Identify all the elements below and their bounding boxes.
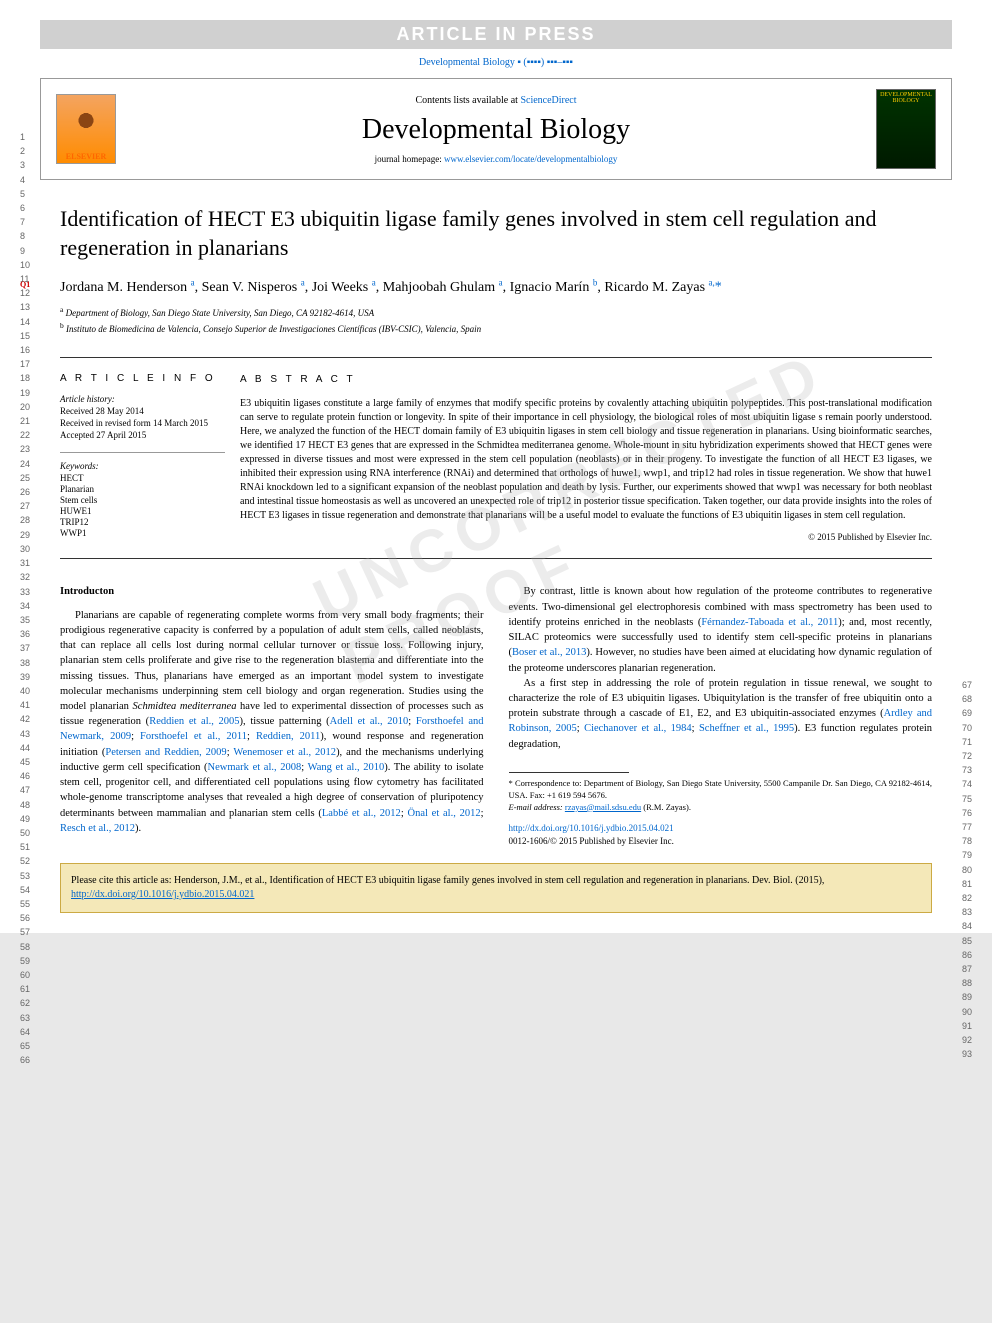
- journal-title: Developmental Biology: [116, 114, 876, 146]
- abstract-text: E3 ubiquitin ligases constitute a large …: [240, 397, 932, 523]
- affiliations: a Department of Biology, San Diego State…: [60, 304, 932, 337]
- footnotes: * Correspondence to: Department of Biolo…: [509, 778, 933, 814]
- body-text-columns: Introducton Planarians are capable of re…: [60, 584, 932, 847]
- keywords-list: HECTPlanarianStem cellsHUWE1TRIP12WWP1: [60, 473, 225, 538]
- header-center: Contents lists available at ScienceDirec…: [116, 95, 876, 164]
- body-paragraph-3: As a first step in addressing the role o…: [509, 676, 933, 752]
- abstract-block: A B S T R A C T E3 ubiquitin ligases con…: [240, 373, 932, 544]
- citation-doi-link[interactable]: http://dx.doi.org/10.1016/j.ydbio.2015.0…: [71, 889, 254, 900]
- citation-text: Please cite this article as: Henderson, …: [71, 875, 824, 886]
- elsevier-logo: ELSEVIER: [56, 94, 116, 164]
- doi-line: http://dx.doi.org/10.1016/j.ydbio.2015.0…: [509, 822, 933, 835]
- footnote-divider: [509, 772, 629, 773]
- page-container: ARTICLE IN PRESS Developmental Biology ▪…: [0, 0, 992, 933]
- homepage-link[interactable]: www.elsevier.com/locate/developmentalbio…: [444, 154, 617, 164]
- elsevier-label: ELSEVIER: [66, 152, 106, 161]
- authors-list: Jordana M. Henderson a, Sean V. Nisperos…: [60, 277, 932, 296]
- citation-box: Please cite this article as: Henderson, …: [60, 863, 932, 913]
- email-line: E-mail address: rzayas@mail.sdsu.edu (R.…: [509, 802, 933, 814]
- accepted-date: Accepted 27 April 2015: [60, 430, 225, 440]
- article-info-sidebar: A R T I C L E I N F O Article history: R…: [60, 373, 240, 544]
- corresponding-email-link[interactable]: rzayas@mail.sdsu.edu: [565, 802, 641, 812]
- journal-reference: Developmental Biology ▪ (▪▪▪▪) ▪▪▪–▪▪▪: [40, 57, 952, 68]
- received-date: Received 28 May 2014: [60, 406, 225, 416]
- doi-link[interactable]: http://dx.doi.org/10.1016/j.ydbio.2015.0…: [509, 823, 674, 833]
- abstract-copyright: © 2015 Published by Elsevier Inc.: [240, 531, 932, 544]
- revised-date: Received in revised form 14 March 2015: [60, 418, 225, 428]
- body-paragraph-1: Planarians are capable of regenerating c…: [60, 608, 484, 836]
- article-title: Identification of HECT E3 ubiquitin liga…: [60, 205, 932, 262]
- elsevier-tree-icon: [66, 107, 106, 152]
- keywords-label: Keywords:: [60, 452, 225, 471]
- corresponding-marker: *: [715, 280, 722, 295]
- correspondence-note: * Correspondence to: Department of Biolo…: [509, 778, 933, 802]
- issn-line: 0012-1606/© 2015 Published by Elsevier I…: [509, 835, 933, 848]
- line-numbers-right: 6768697071727374757677787980818283848586…: [962, 678, 972, 1061]
- introduction-heading: Introducton: [60, 584, 484, 599]
- homepage-line: journal homepage: www.elsevier.com/locat…: [116, 154, 876, 164]
- article-in-press-banner: ARTICLE IN PRESS: [40, 20, 952, 49]
- info-abstract-block: A R T I C L E I N F O Article history: R…: [60, 357, 932, 560]
- contents-available-line: Contents lists available at ScienceDirec…: [116, 95, 876, 106]
- sciencedirect-link[interactable]: ScienceDirect: [520, 95, 576, 106]
- article-info-heading: A R T I C L E I N F O: [60, 373, 225, 384]
- body-paragraph-2: By contrast, little is known about how r…: [509, 584, 933, 675]
- history-label: Article history:: [60, 394, 225, 404]
- journal-header: ELSEVIER Contents lists available at Sci…: [40, 78, 952, 180]
- journal-cover-thumbnail: DEVELOPMENTAL BIOLOGY: [876, 89, 936, 169]
- abstract-heading: A B S T R A C T: [240, 373, 932, 387]
- query-marker-q1: Q1: [20, 280, 30, 289]
- article-content: Identification of HECT E3 ubiquitin liga…: [60, 205, 932, 913]
- line-numbers-left: 1234567891011121314151617181920212223242…: [20, 130, 30, 1067]
- cover-text: DEVELOPMENTAL BIOLOGY: [877, 90, 935, 106]
